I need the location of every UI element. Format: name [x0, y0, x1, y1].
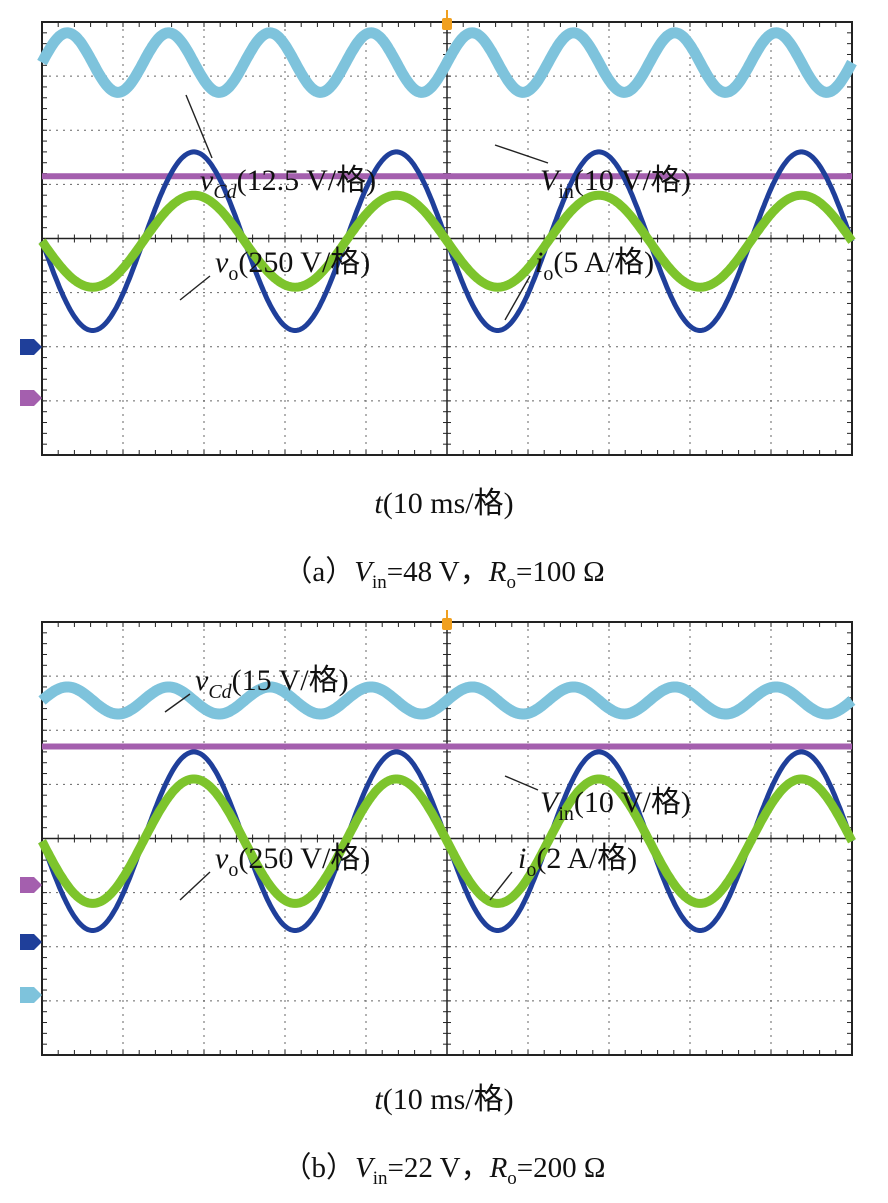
- label-vo-scale: (250 V/格): [238, 842, 370, 875]
- leader-line-io: [489, 871, 513, 901]
- oscilloscope-screen-b: vCd(15 V/格)Vin(10 V/格)vo(250 V/格) io(2 A/…: [20, 610, 857, 1056]
- time-scale-b: (10 ms/格): [382, 1083, 514, 1116]
- label-vin-subscript: in: [558, 181, 574, 203]
- caption-b-v-val: =22 V，: [387, 1152, 490, 1184]
- trace-vcd: [37, 27, 857, 98]
- channel-marker-vin: [20, 877, 42, 893]
- scope-panel-b: vCd(15 V/格) Vin(10 V/格) vo(250 V/格) io(2 A/…: [0, 600, 888, 1070]
- caption-b-r-sub: o: [507, 1167, 517, 1189]
- channel-marker-vcd: [20, 987, 42, 1003]
- label-io-scale: (2 A/格): [536, 842, 637, 875]
- caption-a-v-sub: in: [371, 571, 387, 593]
- caption-a-prefix: （a）: [283, 556, 355, 588]
- leader-line-vo: [179, 871, 211, 901]
- channel-marker-vo: [20, 339, 42, 355]
- oscilloscope-screen-a: vCd(12.5 V/格) Vin(10 V/格)vo(250 V/格) io(5 …: [20, 10, 857, 456]
- scope-panel-a: vCd(12.5 V/格) Vin(10 V/格) vo(250 V/格) io(5 …: [0, 0, 888, 470]
- leader-line-io: [504, 275, 531, 321]
- time-var-b: t: [374, 1083, 383, 1116]
- caption-b-r: R: [489, 1152, 508, 1184]
- label-vcd-scale: (12.5 V/格): [237, 164, 376, 197]
- label-vo-scale: (250 V/格): [238, 246, 370, 279]
- leader-line-vin: [504, 775, 539, 791]
- time-axis-label-a: t(10 ms/格): [0, 478, 888, 522]
- label-vo-symbol: v: [215, 842, 229, 875]
- caption-b-v: V: [355, 1152, 373, 1184]
- caption-a-r-sub: o: [506, 571, 516, 593]
- label-vcd-symbol: v: [195, 664, 209, 697]
- time-scale-a: (10 ms/格): [382, 487, 514, 520]
- trigger-marker: [442, 618, 452, 630]
- trace-io: [38, 774, 856, 908]
- caption-a-v-val: =48 V，: [386, 556, 489, 588]
- caption-a-r: R: [488, 556, 507, 588]
- label-vcd-symbol: v: [200, 164, 214, 197]
- caption-a: （a）Vin=48 V，Ro=100 Ω: [0, 548, 888, 594]
- label-io: io(5 A/格): [535, 246, 654, 285]
- trigger-marker: [442, 18, 452, 30]
- label-vin-scale: (10 V/格): [574, 786, 691, 819]
- label-vcd-subscript: Cd: [213, 181, 237, 203]
- channel-marker-vin: [20, 390, 42, 406]
- label-vin-symbol: V: [540, 164, 562, 197]
- caption-b-r-val: =200 Ω: [516, 1152, 606, 1184]
- label-io-symbol: i: [518, 842, 526, 875]
- label-io: io(2 A/格): [518, 842, 637, 881]
- label-vo: vo(250 V/格): [215, 246, 370, 285]
- label-vin-subscript: in: [558, 803, 574, 825]
- caption-b: （b）Vin=22 V，Ro=200 Ω: [0, 1144, 888, 1190]
- time-var-a: t: [374, 487, 383, 520]
- leader-line-vin: [494, 144, 549, 164]
- trace-io: [38, 190, 856, 292]
- caption-a-r-val: =100 Ω: [515, 556, 605, 588]
- caption-b-v-sub: in: [372, 1167, 388, 1189]
- leader-line-vcd: [164, 693, 191, 713]
- label-vin: Vin(10 V/格): [540, 164, 691, 203]
- label-vin: Vin(10 V/格): [540, 786, 691, 825]
- label-vcd-subscript: Cd: [208, 681, 232, 703]
- caption-a-v: V: [354, 556, 372, 588]
- label-vin-scale: (10 V/格): [574, 164, 691, 197]
- time-axis-label-b: t(10 ms/格): [0, 1074, 888, 1118]
- label-io-subscript: o: [543, 263, 553, 285]
- label-vo: vo(250 V/格): [215, 842, 370, 881]
- label-io-scale: (5 A/格): [553, 246, 654, 279]
- label-vcd: vCd(12.5 V/格): [200, 164, 376, 203]
- leader-line-vo: [179, 275, 211, 301]
- label-vcd-scale: (15 V/格): [232, 664, 349, 697]
- label-io-subscript: o: [526, 859, 536, 881]
- leader-line-vcd: [185, 94, 213, 159]
- label-vin-symbol: V: [540, 786, 562, 819]
- label-vcd: vCd(15 V/格): [195, 664, 349, 703]
- trace-vcd: [37, 681, 857, 720]
- label-vo-symbol: v: [215, 246, 229, 279]
- label-vo-subscript: o: [228, 859, 238, 881]
- label-io-symbol: i: [535, 246, 543, 279]
- label-vo-subscript: o: [228, 263, 238, 285]
- channel-marker-vo: [20, 934, 42, 950]
- caption-b-prefix: （b）: [282, 1152, 356, 1184]
